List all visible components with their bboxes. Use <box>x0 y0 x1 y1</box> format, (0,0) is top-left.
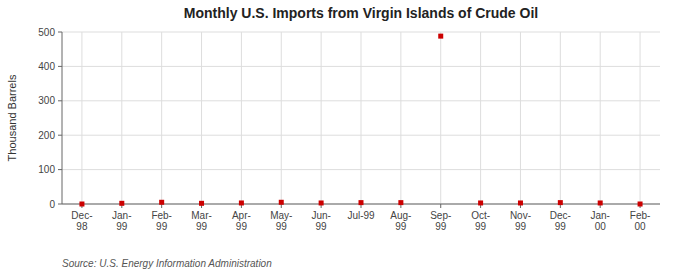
x-tick-label: Dec-99 <box>550 210 571 232</box>
x-grid-line <box>281 32 282 204</box>
x-grid-line <box>361 32 362 204</box>
x-grid-line <box>480 32 481 204</box>
y-tick-label: 300 <box>38 95 55 106</box>
x-tick-label: Jul-99 <box>347 210 375 221</box>
x-tick-label: Sep-99 <box>430 210 451 232</box>
y-tick-label: 500 <box>38 27 55 38</box>
y-tick-label: 400 <box>38 61 55 72</box>
y-tick-label: 0 <box>49 199 55 210</box>
x-tick-label: Oct-99 <box>471 210 490 232</box>
data-point <box>319 200 324 205</box>
y-tick <box>58 66 62 67</box>
y-tick <box>58 32 62 33</box>
y-tick <box>58 100 62 101</box>
x-tick-label: Jan-00 <box>590 210 609 232</box>
x-tick <box>440 204 441 208</box>
x-grid-line <box>201 32 202 204</box>
data-point <box>518 200 523 205</box>
x-grid-line <box>121 32 122 204</box>
x-tick-label: Jan-99 <box>112 210 131 232</box>
data-point <box>359 200 364 205</box>
data-point <box>79 202 84 207</box>
y-tick-label: 100 <box>38 164 55 175</box>
y-tick <box>58 135 62 136</box>
x-grid-line <box>161 32 162 204</box>
x-tick-label: Aug-99 <box>390 210 411 232</box>
x-grid-line <box>81 32 82 204</box>
x-grid-line <box>400 32 401 204</box>
data-point <box>638 202 643 207</box>
data-point <box>119 201 124 206</box>
y-tick-label: 200 <box>38 130 55 141</box>
x-tick-label: Apr-99 <box>232 210 251 232</box>
x-grid-line <box>560 32 561 204</box>
y-axis-label: Thousand Barrels <box>6 74 18 161</box>
data-point <box>398 200 403 205</box>
x-grid-line <box>640 32 641 204</box>
data-series <box>79 34 642 207</box>
chart: Monthly U.S. Imports from Virgin Islands… <box>0 0 675 275</box>
x-tick-label: Feb-99 <box>151 210 172 232</box>
x-tick-label: Feb-00 <box>630 210 651 232</box>
data-point <box>199 201 204 206</box>
x-grid-line <box>241 32 242 204</box>
y-axis-line <box>62 32 63 204</box>
data-point <box>558 200 563 205</box>
y-tick <box>58 204 62 205</box>
data-point <box>239 200 244 205</box>
x-grid-line <box>321 32 322 204</box>
y-tick <box>58 169 62 170</box>
x-tick-label: Mar-99 <box>191 210 212 232</box>
source-note: Source: U.S. Energy Information Administ… <box>62 258 272 269</box>
x-tick-label: Nov-99 <box>510 210 531 232</box>
x-tick-label: Jun-99 <box>311 210 330 232</box>
x-grid-line <box>520 32 521 204</box>
x-tick-label: Dec-98 <box>71 210 92 232</box>
x-tick-label: May-99 <box>270 210 292 232</box>
data-point <box>438 34 443 39</box>
grid <box>62 32 660 204</box>
axes: 0 100 200 300 400 500 Dec-98 Jan-99 Feb-99 Mar-99… <box>38 27 660 233</box>
title: Monthly U.S. Imports from Virgin Islands… <box>184 5 538 21</box>
data-point <box>159 200 164 205</box>
data-point <box>279 200 284 205</box>
x-grid-line <box>600 32 601 204</box>
data-point <box>478 200 483 205</box>
x-grid-line <box>440 32 441 204</box>
data-point <box>598 200 603 205</box>
